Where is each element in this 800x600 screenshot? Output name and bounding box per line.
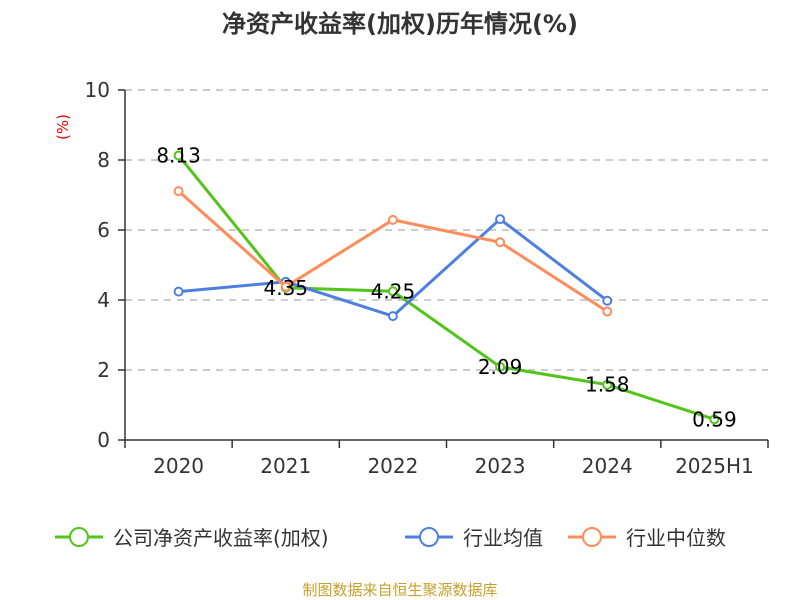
legend-label: 行业中位数: [626, 526, 726, 550]
data-point: [387, 286, 398, 297]
data-label: 1.58: [585, 373, 630, 397]
data-point: [495, 237, 506, 248]
x-tick-label: 2024: [582, 454, 633, 478]
data-label: 4.25: [371, 279, 416, 303]
data-point: [495, 361, 506, 372]
x-tick-label: 2021: [260, 454, 311, 478]
data-point: [173, 150, 184, 161]
y-axis-label: (%): [54, 114, 72, 140]
chart-title: 净资产收益率(加权)历年情况(%): [222, 10, 578, 38]
data-point: [602, 295, 613, 306]
data-point: [173, 186, 184, 197]
data-point: [280, 281, 291, 292]
y-tick-label: 6: [97, 218, 110, 242]
y-tick-label: 4: [97, 288, 110, 312]
data-label: 0.59: [692, 407, 737, 431]
data-label: 8.13: [156, 143, 201, 167]
data-label: 4.35: [263, 276, 308, 300]
x-tick-label: 2023: [475, 454, 526, 478]
y-tick-label: 8: [97, 148, 110, 172]
data-point: [173, 286, 184, 297]
x-tick-label: 2020: [153, 454, 204, 478]
legend-marker: [69, 527, 89, 547]
y-tick-label: 2: [97, 358, 110, 382]
data-point: [602, 379, 613, 390]
data-label: 2.09: [478, 355, 523, 379]
data-point: [387, 311, 398, 322]
legend-label: 行业均值: [463, 526, 543, 550]
x-tick-label: 2022: [367, 454, 418, 478]
series-line-0: [177, 154, 715, 421]
data-point: [495, 214, 506, 225]
legend-marker: [419, 527, 439, 547]
y-tick-label: 10: [85, 78, 110, 102]
data-point: [709, 414, 720, 425]
source-note: 制图数据来自恒生聚源数据库: [302, 581, 497, 599]
y-tick-label: 0: [97, 428, 110, 452]
legend-marker: [582, 527, 602, 547]
x-tick-label: 2025H1: [675, 454, 754, 478]
legend-label: 公司净资产收益率(加权): [113, 526, 329, 550]
data-point: [387, 214, 398, 225]
data-point: [602, 306, 613, 317]
